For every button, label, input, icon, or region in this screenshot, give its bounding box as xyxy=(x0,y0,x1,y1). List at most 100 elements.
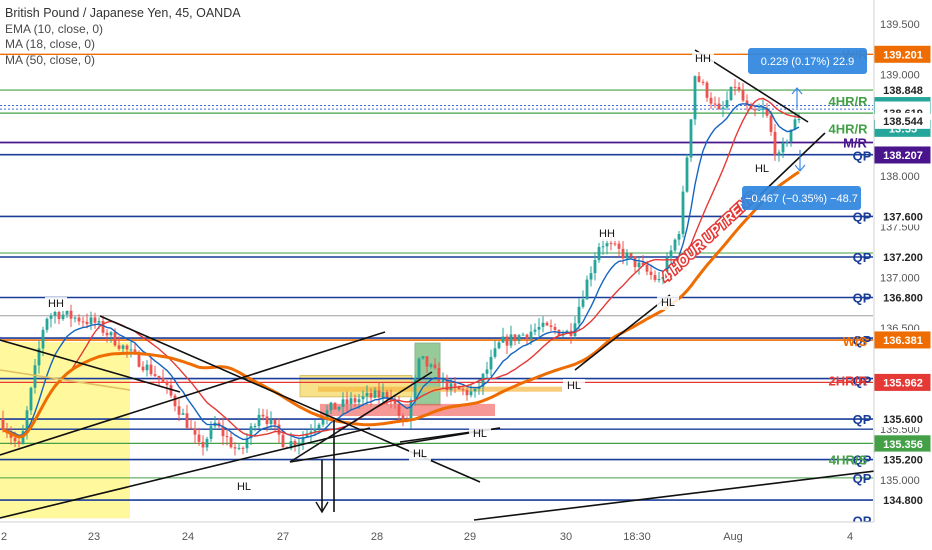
candle-body xyxy=(237,447,241,449)
candle-body xyxy=(649,271,653,276)
candle-body xyxy=(629,253,633,257)
price-badge-text-9: 137.200 xyxy=(883,252,923,264)
indicator-ma-50[interactable]: MA (50, close, 0) xyxy=(5,52,96,67)
price-badge-text-1: 138.848 xyxy=(883,85,923,97)
candle-body xyxy=(197,434,201,442)
candle-body xyxy=(537,326,541,330)
candle-body xyxy=(277,424,281,435)
candle-body xyxy=(793,119,797,130)
candle-body xyxy=(17,441,21,445)
candle-body xyxy=(401,415,405,420)
candle-body xyxy=(741,90,745,101)
measure-box-1 xyxy=(742,186,861,210)
candle-body xyxy=(773,131,777,155)
candle-body xyxy=(701,81,705,83)
candle-body xyxy=(609,243,613,245)
swing-label-bg-8 xyxy=(751,162,773,176)
candle-body xyxy=(681,191,685,235)
symbol-title: British Pound / Japanese Yen, 45, OANDA xyxy=(5,6,241,20)
y-tick-label-1: 139.000 xyxy=(880,70,920,82)
candle-body xyxy=(201,441,205,448)
candle-body xyxy=(509,334,513,346)
candle-body xyxy=(125,345,129,350)
x-tick-label-7: 18:30 xyxy=(623,531,651,543)
price-badge-8 xyxy=(875,208,930,225)
candle-body xyxy=(525,334,529,339)
candle-body xyxy=(13,437,17,442)
candle-body xyxy=(797,119,801,121)
price-badge-text-12: 136.381 xyxy=(883,335,923,347)
price-badge-text-10: 136.800 xyxy=(883,293,923,305)
candle-body xyxy=(25,410,29,432)
candle-body xyxy=(437,368,441,383)
horizontal-levels-layer xyxy=(0,53,873,501)
candle-body xyxy=(369,392,373,398)
candle-body xyxy=(89,317,93,325)
candle-body xyxy=(493,348,497,357)
candle-body xyxy=(513,334,517,342)
candle-body xyxy=(229,437,233,448)
candle-body xyxy=(93,317,97,323)
candle-body xyxy=(389,397,393,401)
candle-body xyxy=(685,157,689,192)
swing-label-bg-5 xyxy=(596,227,618,241)
candle-body xyxy=(85,321,89,325)
y-tick-label-4: 137.500 xyxy=(880,222,920,234)
swing-label-bg-7 xyxy=(692,52,714,66)
candle-body xyxy=(393,400,397,404)
price-badge-1 xyxy=(875,82,930,99)
candle-body xyxy=(105,332,109,336)
swing-label-5: HH xyxy=(599,228,615,240)
candle-body xyxy=(585,279,589,300)
swing-label-3: HL xyxy=(473,428,487,440)
candle-body xyxy=(433,364,437,369)
price-badge-17 xyxy=(875,451,930,468)
annotation-labels-layer: W/R4HR/R4HR/RM/RQPQPQPQPQPW/SQP2HR/RQPQP… xyxy=(45,47,872,528)
price-badge-text-0: 139.201 xyxy=(883,49,923,61)
price-badge-text-17: 135.200 xyxy=(883,455,923,467)
indicator-ma-18[interactable]: MA (18, close, 0) xyxy=(5,37,96,51)
candle-body xyxy=(233,447,237,449)
candle-body xyxy=(261,414,265,417)
x-tick-label-9: 4 xyxy=(847,531,853,543)
candle-body xyxy=(709,97,713,104)
candle-body xyxy=(757,109,761,111)
candle-body xyxy=(225,436,229,438)
candle-body xyxy=(621,248,625,259)
candle-body xyxy=(385,392,389,398)
candle-body xyxy=(33,365,37,388)
candle-body xyxy=(289,441,293,449)
candle-body xyxy=(381,392,385,398)
indicator-ema-10[interactable]: EMA (10, close, 0) xyxy=(5,21,104,36)
candle-body xyxy=(789,129,793,142)
level-label-11: 2HR/R xyxy=(828,374,868,389)
swing-label-0: HH xyxy=(48,298,64,310)
candle-body xyxy=(29,387,33,411)
swing-label-8: HL xyxy=(755,163,769,175)
candle-body xyxy=(645,264,649,272)
candle-body xyxy=(149,364,153,375)
trendline-9 xyxy=(574,294,671,371)
candle-body xyxy=(1,419,5,430)
candle-body xyxy=(97,320,101,323)
candle-body xyxy=(341,399,345,407)
candle-body xyxy=(177,406,181,415)
candle-body xyxy=(397,403,401,416)
level-label-8: QP xyxy=(853,333,872,348)
trendline-11 xyxy=(759,132,826,196)
candle-body xyxy=(441,377,445,383)
candle-body xyxy=(417,358,421,379)
candle-body xyxy=(689,119,693,158)
swing-label-bg-6 xyxy=(657,296,679,310)
candle-body xyxy=(49,315,53,319)
candle-body xyxy=(473,388,477,392)
candle-body xyxy=(73,317,77,319)
price-badge-text-15: 135.600 xyxy=(883,414,923,426)
candle-body xyxy=(457,386,461,390)
candle-body xyxy=(669,250,673,258)
trendlines-layer xyxy=(0,49,932,521)
candle-body xyxy=(153,374,157,376)
candle-body xyxy=(269,419,273,425)
candles-layer xyxy=(1,71,801,456)
